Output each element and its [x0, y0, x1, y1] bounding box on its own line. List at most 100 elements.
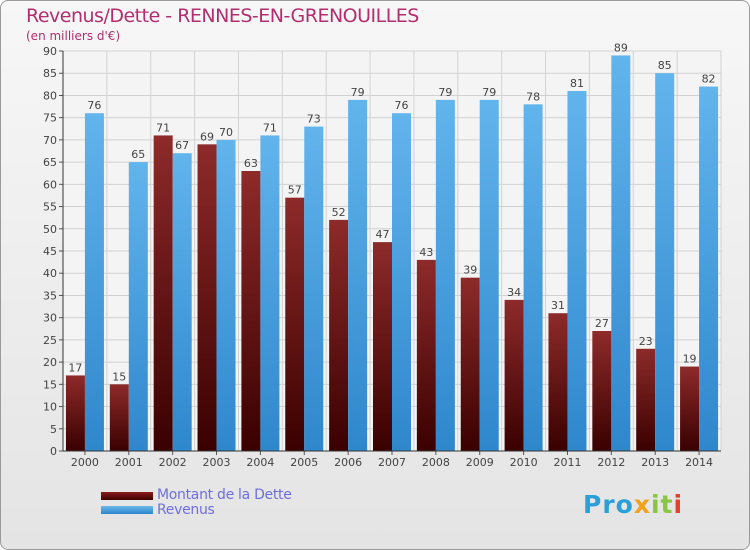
bar-dette: [373, 242, 392, 451]
bar-revenus: [611, 55, 631, 451]
value-label-revenus: 79: [482, 86, 496, 99]
value-label-revenus: 70: [219, 126, 233, 139]
bar-revenus: [84, 113, 104, 451]
bar-revenus: [172, 153, 192, 451]
x-tick-label: 2003: [203, 456, 231, 469]
x-tick-label: 2011: [553, 456, 581, 469]
value-label-dette: 23: [639, 335, 653, 348]
x-tick-label: 2001: [115, 456, 143, 469]
y-tick-label: 0: [50, 445, 57, 458]
y-tick-label: 75: [43, 112, 57, 125]
bar-dette: [241, 171, 261, 451]
value-label-dette: 27: [595, 317, 609, 330]
value-label-revenus: 85: [658, 59, 672, 72]
bar-dette: [592, 331, 612, 451]
bar-dette: [65, 375, 85, 451]
value-label-revenus: 79: [438, 86, 452, 99]
y-tick-label: 70: [43, 134, 57, 147]
y-tick-label: 65: [43, 156, 57, 169]
bar-dette: [153, 135, 173, 451]
x-tick-label: 2004: [246, 456, 274, 469]
x-tick-label: 2007: [378, 456, 406, 469]
value-label-revenus: 76: [395, 99, 409, 112]
bar-revenus: [699, 86, 719, 452]
bar-revenus: [567, 91, 587, 451]
value-label-dette: 31: [551, 299, 565, 312]
bar-dette: [636, 348, 656, 451]
value-label-dette: 63: [244, 157, 258, 170]
bar-dette: [460, 277, 480, 451]
value-label-dette: 17: [68, 361, 82, 374]
legend-label-debt: Montant de la Dette: [157, 487, 292, 503]
y-tick-label: 80: [43, 89, 57, 102]
y-tick-label: 60: [43, 178, 57, 191]
value-label-dette: 69: [200, 130, 214, 143]
y-tick-label: 30: [43, 312, 57, 325]
chart-subtitle: (en milliers d'€): [26, 29, 121, 43]
bar-revenus: [479, 99, 499, 451]
value-label-revenus: 71: [263, 121, 277, 134]
value-label-dette: 71: [156, 121, 170, 134]
value-label-dette: 57: [288, 184, 302, 197]
bar-revenus: [392, 113, 411, 451]
value-label-dette: 52: [332, 206, 346, 219]
value-label-revenus: 73: [307, 113, 321, 126]
value-label-dette: 34: [507, 286, 521, 299]
legend-label-revenus: Revenus: [157, 502, 215, 518]
bar-revenus: [260, 135, 280, 451]
value-label-dette: 47: [376, 228, 390, 241]
x-tick-label: 2000: [71, 456, 99, 469]
value-label-revenus: 67: [175, 139, 189, 152]
value-label-revenus: 76: [87, 99, 101, 112]
value-label-revenus: 82: [702, 73, 716, 86]
x-tick-label: 2002: [159, 456, 187, 469]
value-label-revenus: 89: [614, 41, 628, 54]
legend-swatch-revenus: [101, 506, 153, 514]
bar-revenus: [523, 104, 543, 451]
value-label-dette: 19: [683, 353, 697, 366]
x-tick-label: 2005: [290, 456, 318, 469]
y-tick-label: 25: [43, 334, 57, 347]
x-tick-label: 2014: [685, 456, 713, 469]
value-label-dette: 43: [419, 246, 433, 259]
y-tick-label: 50: [43, 223, 57, 236]
x-tick-label: 2006: [334, 456, 362, 469]
bar-revenus: [128, 162, 148, 451]
bar-dette: [548, 313, 568, 451]
bar-dette: [504, 299, 524, 451]
value-label-dette: 15: [112, 370, 126, 383]
value-label-dette: 39: [463, 264, 477, 277]
x-tick-label: 2009: [466, 456, 494, 469]
x-tick-label: 2012: [597, 456, 625, 469]
bar-revenus: [435, 99, 455, 451]
bar-revenus: [216, 139, 236, 451]
bar-dette: [109, 384, 129, 451]
y-tick-label: 45: [43, 245, 57, 258]
proxiti-logo: Proxiti: [583, 490, 684, 519]
y-tick-label: 90: [43, 45, 57, 58]
y-tick-label: 15: [43, 378, 57, 391]
chart-title: Revenus/Dette - RENNES-EN-GRENOUILLES: [26, 5, 419, 27]
bar-dette: [329, 219, 349, 451]
bar-dette: [416, 259, 436, 451]
x-tick-label: 2010: [510, 456, 538, 469]
bar-dette: [197, 144, 217, 452]
y-tick-label: 85: [43, 67, 57, 80]
x-tick-label: 2008: [422, 456, 450, 469]
x-tick-label: 2013: [641, 456, 669, 469]
bar-revenus: [304, 126, 324, 452]
bar-dette: [680, 366, 700, 451]
y-tick-label: 20: [43, 356, 57, 369]
legend-swatch-debt: [101, 492, 153, 500]
y-tick-label: 5: [50, 423, 57, 436]
bar-dette: [285, 197, 305, 451]
y-tick-label: 55: [43, 201, 57, 214]
bar-revenus: [348, 99, 368, 451]
value-label-revenus: 65: [131, 148, 145, 161]
value-label-revenus: 81: [570, 77, 584, 90]
y-tick-label: 40: [43, 267, 57, 280]
y-tick-label: 35: [43, 289, 57, 302]
bar-revenus: [655, 73, 675, 451]
